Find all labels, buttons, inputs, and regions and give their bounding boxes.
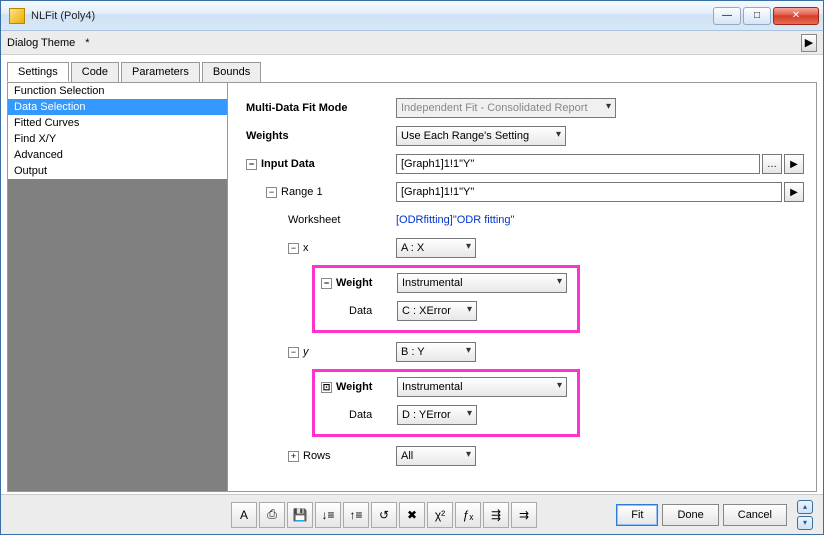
tab-body: Function Selection Data Selection Fitted… [7,82,817,492]
inputdata-label: − Input Data [246,158,396,170]
dialog-theme-bar: Dialog Theme ▶ [1,31,823,55]
worksheet-label: Worksheet [246,214,396,226]
sidebar-item-fitted-curves[interactable]: Fitted Curves [8,115,227,131]
multidata-select[interactable]: Independent Fit - Consolidated Report [396,98,616,118]
y-weight-label: ⊡ Weight [321,381,397,393]
range1-field[interactable] [396,182,782,202]
y-toggle[interactable]: − [288,347,299,358]
sidebar: Function Selection Data Selection Fitted… [8,83,228,491]
dialog-theme-input[interactable] [81,34,795,52]
sidebar-item-find-xy[interactable]: Find X/Y [8,131,227,147]
y-weight-toggle[interactable]: ⊡ [321,382,332,393]
spinner-up[interactable]: ▴ [797,500,813,514]
inputdata-menu-button[interactable]: ▶ [784,154,804,174]
sidebar-item-output[interactable]: Output [8,163,227,179]
toolbar-icon-group: A ⎙ 💾 ↓≡ ↑≡ ↺ ✖ χ² ƒₓ ⇶ ⇉ [231,502,537,528]
rows-label: + Rows [246,450,396,462]
tb-btn-1[interactable]: A [231,502,257,528]
tab-strip: Settings Code Parameters Bounds [7,62,817,83]
range1-label: − Range 1 [246,186,396,198]
inputdata-field[interactable] [396,154,760,174]
y-weight-select[interactable]: Instrumental [397,377,567,397]
tb-btn-cancel[interactable]: ✖ [399,502,425,528]
bottom-toolbar: A ⎙ 💾 ↓≡ ↑≡ ↺ ✖ χ² ƒₓ ⇶ ⇉ Fit Done Cance… [1,494,823,534]
x-data-label: Data [321,305,397,317]
x-toggle[interactable]: − [288,243,299,254]
window-frame: NLFit (Poly4) — □ ✕ Dialog Theme ▶ Setti… [0,0,824,535]
y-weight-highlight: ⊡ Weight Instrumental Data D : YError [312,369,580,437]
x-select[interactable]: A : X [396,238,476,258]
y-data-select[interactable]: D : YError [397,405,477,425]
fit-button[interactable]: Fit [616,504,658,526]
x-label: − x [246,242,396,254]
x-weight-highlight: − Weight Instrumental Data C : XError [312,265,580,333]
form-area: Multi-Data Fit Mode Independent Fit - Co… [228,83,816,491]
maximize-button[interactable]: □ [743,7,771,25]
tb-btn-reset[interactable]: ↺ [371,502,397,528]
tb-btn-fit[interactable]: ⇉ [511,502,537,528]
titlebar: NLFit (Poly4) — □ ✕ [1,1,823,31]
range1-menu-button[interactable]: ▶ [784,182,804,202]
x-data-select[interactable]: C : XError [397,301,477,321]
window-buttons: — □ ✕ [713,7,819,25]
dialog-theme-menu-button[interactable]: ▶ [801,34,817,52]
sidebar-item-function-selection[interactable]: Function Selection [8,83,227,99]
sidebar-item-advanced[interactable]: Advanced [8,147,227,163]
weights-select[interactable]: Use Each Range's Setting [396,126,566,146]
tab-settings[interactable]: Settings [7,62,69,82]
x-weight-select[interactable]: Instrumental [397,273,567,293]
inputdata-toggle[interactable]: − [246,159,257,170]
tb-btn-sort-desc[interactable]: ↑≡ [343,502,369,528]
spinner-down[interactable]: ▾ [797,516,813,530]
tb-btn-chi[interactable]: χ² [427,502,453,528]
x-weight-toggle[interactable]: − [321,278,332,289]
tab-bounds[interactable]: Bounds [202,62,261,82]
window-title: NLFit (Poly4) [31,10,713,22]
done-button[interactable]: Done [662,504,718,526]
tb-btn-2[interactable]: ⎙ [259,502,285,528]
cancel-button[interactable]: Cancel [723,504,787,526]
range1-toggle[interactable]: − [266,187,277,198]
minimize-button[interactable]: — [713,7,741,25]
y-select[interactable]: B : Y [396,342,476,362]
app-icon [9,8,25,24]
tb-btn-sort-asc[interactable]: ↓≡ [315,502,341,528]
tab-code[interactable]: Code [71,62,119,82]
weights-label: Weights [246,130,396,142]
multidata-label: Multi-Data Fit Mode [246,102,396,114]
tab-parameters[interactable]: Parameters [121,62,200,82]
rows-select[interactable]: All [396,446,476,466]
y-label: − y [246,346,396,358]
sidebar-item-data-selection[interactable]: Data Selection [8,99,227,115]
close-button[interactable]: ✕ [773,7,819,25]
worksheet-link[interactable]: [ODRfitting]"ODR fitting" [396,214,514,226]
inputdata-browse-button[interactable]: … [762,154,782,174]
tb-btn-iter[interactable]: ⇶ [483,502,509,528]
dialog-theme-label: Dialog Theme [7,37,75,49]
tb-btn-save[interactable]: 💾 [287,502,313,528]
spinner-buttons: ▴ ▾ [797,500,813,530]
rows-toggle[interactable]: + [288,451,299,462]
y-data-label: Data [321,409,397,421]
tb-btn-fn[interactable]: ƒₓ [455,502,481,528]
x-weight-label: − Weight [321,277,397,289]
